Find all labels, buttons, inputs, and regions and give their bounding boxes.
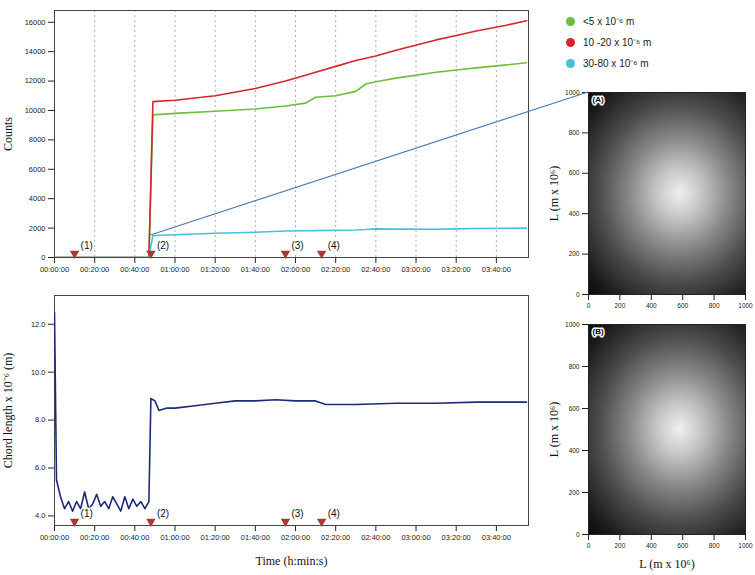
svg-text:01:20:00: 01:20:00: [201, 265, 230, 274]
svg-text:6000: 6000: [29, 165, 46, 174]
svg-text:14000: 14000: [25, 47, 46, 56]
svg-text:4000: 4000: [29, 194, 46, 203]
svg-text:03:20:00: 03:20:00: [442, 265, 471, 274]
svg-text:(B): (B): [593, 327, 604, 336]
svg-text:01:00:00: 01:00:00: [160, 265, 189, 274]
svg-text:1000: 1000: [565, 89, 580, 96]
html-text:10 -20 x 10⁻⁶ m: 10 -20 x 10⁻⁶ m: [583, 37, 652, 48]
svg-text:8000: 8000: [29, 135, 46, 144]
svg-text:L (m x 10⁶): L (m x 10⁶): [639, 557, 694, 571]
svg-text:(2): (2): [157, 240, 169, 251]
svg-text:200: 200: [614, 542, 625, 549]
svg-text:(A): (A): [593, 95, 604, 104]
svg-text:200: 200: [569, 250, 580, 257]
svg-text:600: 600: [569, 169, 580, 176]
svg-text:1000: 1000: [565, 321, 580, 328]
svg-text:01:40:00: 01:40:00: [241, 265, 270, 274]
svg-text:(2): (2): [157, 508, 169, 519]
svg-text:00:00:00: 00:00:00: [40, 533, 69, 542]
svg-text:01:20:00: 01:20:00: [201, 533, 230, 542]
svg-text:Time (h:min:s): Time (h:min:s): [256, 554, 328, 568]
svg-text:12000: 12000: [25, 76, 46, 85]
svg-text:200: 200: [614, 302, 625, 309]
svg-text:1000: 1000: [738, 302, 753, 309]
html-text:<5 x 10⁻⁶ m: <5 x 10⁻⁶ m: [583, 16, 635, 27]
svg-text:(1): (1): [81, 240, 93, 251]
svg-text:800: 800: [709, 302, 720, 309]
svg-text:16000: 16000: [25, 18, 46, 27]
svg-text:02:00:00: 02:00:00: [281, 265, 310, 274]
svg-text:0: 0: [576, 531, 580, 538]
html-text:30-80 x 10⁻⁶ m: 30-80 x 10⁻⁶ m: [583, 58, 649, 69]
svg-text:(4): (4): [328, 240, 340, 251]
svg-text:00:20:00: 00:20:00: [80, 265, 109, 274]
svg-text:(3): (3): [291, 240, 303, 251]
svg-text:200: 200: [569, 489, 580, 496]
svg-text:4.0: 4.0: [35, 511, 45, 520]
svg-text:00:40:00: 00:40:00: [120, 265, 149, 274]
svg-text:03:40:00: 03:40:00: [482, 533, 511, 542]
svg-text:Counts: Counts: [1, 117, 15, 151]
svg-text:10000: 10000: [25, 106, 46, 115]
svg-text:600: 600: [569, 405, 580, 412]
svg-text:03:00:00: 03:00:00: [401, 533, 430, 542]
svg-text:0: 0: [587, 542, 591, 549]
svg-text:400: 400: [569, 447, 580, 454]
svg-text:01:00:00: 01:00:00: [160, 533, 189, 542]
svg-text:1000: 1000: [738, 542, 753, 549]
svg-text:8.0: 8.0: [35, 415, 45, 424]
svg-text:(1): (1): [81, 508, 93, 519]
svg-text:0: 0: [587, 302, 591, 309]
svg-text:02:20:00: 02:20:00: [321, 265, 350, 274]
svg-text:00:40:00: 00:40:00: [120, 533, 149, 542]
svg-text:0: 0: [41, 253, 45, 262]
svg-text:02:00:00: 02:00:00: [281, 533, 310, 542]
svg-text:400: 400: [569, 210, 580, 217]
svg-text:02:20:00: 02:20:00: [321, 533, 350, 542]
svg-text:800: 800: [569, 363, 580, 370]
svg-text:03:00:00: 03:00:00: [401, 265, 430, 274]
svg-text:400: 400: [646, 542, 657, 549]
svg-text:(4): (4): [328, 508, 340, 519]
svg-text:800: 800: [569, 129, 580, 136]
svg-text:00:20:00: 00:20:00: [80, 533, 109, 542]
svg-text:(3): (3): [291, 508, 303, 519]
svg-text:L (m x 10⁶): L (m x 10⁶): [547, 166, 561, 221]
svg-text:400: 400: [646, 302, 657, 309]
svg-text:01:40:00: 01:40:00: [241, 533, 270, 542]
svg-text:12.0: 12.0: [31, 320, 46, 329]
svg-text:2000: 2000: [29, 223, 46, 232]
svg-text:03:40:00: 03:40:00: [482, 265, 511, 274]
svg-text:Chord length x 10⁻⁶ (m): Chord length x 10⁻⁶ (m): [1, 353, 15, 469]
svg-text:6.0: 6.0: [35, 463, 45, 472]
svg-text:600: 600: [677, 302, 688, 309]
svg-text:600: 600: [677, 542, 688, 549]
svg-text:L (m x 10⁶): L (m x 10⁶): [547, 402, 561, 457]
svg-text:02:40:00: 02:40:00: [361, 533, 390, 542]
svg-text:800: 800: [709, 542, 720, 549]
svg-text:0: 0: [576, 291, 580, 298]
svg-text:03:20:00: 03:20:00: [442, 533, 471, 542]
svg-text:02:40:00: 02:40:00: [361, 265, 390, 274]
svg-text:00:00:00: 00:00:00: [40, 265, 69, 274]
svg-text:10.0: 10.0: [31, 368, 46, 377]
